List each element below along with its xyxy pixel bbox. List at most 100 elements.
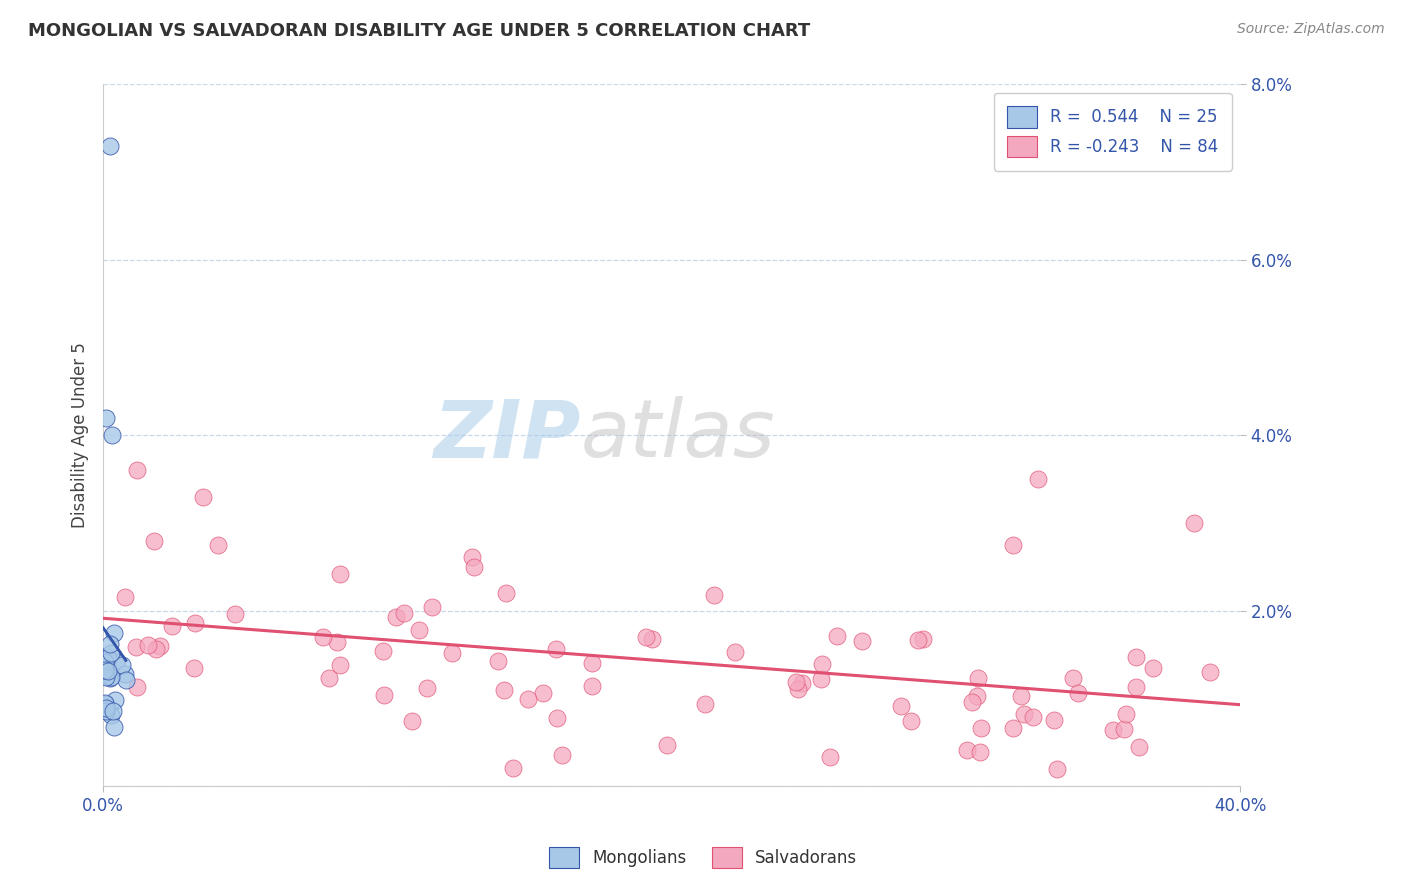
- Point: [329, 566, 352, 581]
- Point: [100, 428, 122, 442]
- Point: [494, 682, 516, 697]
- Point: [373, 688, 395, 702]
- Point: [415, 681, 437, 695]
- Point: [956, 742, 979, 756]
- Point: [1184, 516, 1206, 530]
- Point: [1128, 740, 1150, 755]
- Point: [581, 679, 603, 693]
- Point: [818, 750, 841, 764]
- Point: [191, 490, 214, 504]
- Point: [581, 656, 603, 670]
- Point: [724, 645, 747, 659]
- Point: [641, 632, 664, 646]
- Point: [93, 656, 115, 670]
- Point: [115, 673, 138, 687]
- Point: [486, 654, 509, 668]
- Point: [110, 658, 132, 673]
- Point: [825, 629, 848, 643]
- Text: Source: ZipAtlas.com: Source: ZipAtlas.com: [1237, 22, 1385, 37]
- Point: [1001, 538, 1024, 552]
- Point: [207, 538, 229, 552]
- Point: [183, 661, 205, 675]
- Point: [1062, 671, 1084, 685]
- Point: [517, 691, 540, 706]
- Point: [98, 637, 121, 651]
- Point: [127, 463, 149, 477]
- Point: [149, 639, 172, 653]
- Point: [1014, 706, 1036, 721]
- Point: [104, 655, 127, 669]
- Point: [1112, 722, 1135, 736]
- Point: [531, 686, 554, 700]
- Point: [326, 635, 349, 649]
- Point: [97, 665, 120, 679]
- Point: [463, 559, 485, 574]
- Point: [1067, 686, 1090, 700]
- Point: [98, 671, 121, 685]
- Point: [551, 747, 574, 762]
- Point: [385, 610, 408, 624]
- Point: [851, 634, 873, 648]
- Point: [911, 632, 934, 646]
- Point: [1102, 723, 1125, 737]
- Point: [1022, 710, 1045, 724]
- Point: [103, 720, 125, 734]
- Point: [96, 704, 118, 718]
- Point: [810, 672, 832, 686]
- Point: [101, 705, 124, 719]
- Point: [440, 647, 463, 661]
- Point: [94, 701, 117, 715]
- Point: [401, 714, 423, 728]
- Point: [100, 669, 122, 683]
- Point: [907, 632, 929, 647]
- Point: [104, 693, 127, 707]
- Point: [93, 663, 115, 677]
- Point: [103, 625, 125, 640]
- Point: [1010, 689, 1032, 703]
- Point: [966, 689, 988, 703]
- Point: [94, 410, 117, 425]
- Point: [184, 615, 207, 630]
- Point: [703, 588, 725, 602]
- Point: [502, 761, 524, 775]
- Point: [544, 642, 567, 657]
- Point: [114, 666, 136, 681]
- Point: [1026, 472, 1049, 486]
- Point: [97, 651, 120, 665]
- Point: [655, 738, 678, 752]
- Point: [94, 670, 117, 684]
- Point: [970, 721, 993, 735]
- Point: [312, 630, 335, 644]
- Point: [100, 708, 122, 723]
- Point: [890, 698, 912, 713]
- Point: [224, 607, 246, 621]
- Point: [160, 619, 183, 633]
- Point: [634, 630, 657, 644]
- Point: [420, 599, 443, 614]
- Point: [1199, 665, 1222, 679]
- Point: [787, 681, 810, 696]
- Point: [143, 533, 166, 548]
- Point: [329, 657, 352, 672]
- Point: [1125, 649, 1147, 664]
- Y-axis label: Disability Age Under 5: Disability Age Under 5: [72, 343, 89, 528]
- Point: [145, 642, 167, 657]
- Point: [546, 711, 568, 725]
- Point: [371, 644, 394, 658]
- Point: [461, 549, 484, 564]
- Point: [1046, 762, 1069, 776]
- Point: [1001, 721, 1024, 735]
- Text: atlas: atlas: [581, 396, 776, 475]
- Point: [967, 671, 990, 685]
- Point: [693, 697, 716, 711]
- Point: [785, 675, 807, 690]
- Point: [1115, 707, 1137, 722]
- Point: [100, 646, 122, 660]
- Point: [114, 591, 136, 605]
- Point: [125, 640, 148, 654]
- Point: [392, 606, 415, 620]
- Point: [495, 585, 517, 599]
- Text: ZIP: ZIP: [433, 396, 581, 475]
- Point: [98, 138, 121, 153]
- Point: [969, 745, 991, 759]
